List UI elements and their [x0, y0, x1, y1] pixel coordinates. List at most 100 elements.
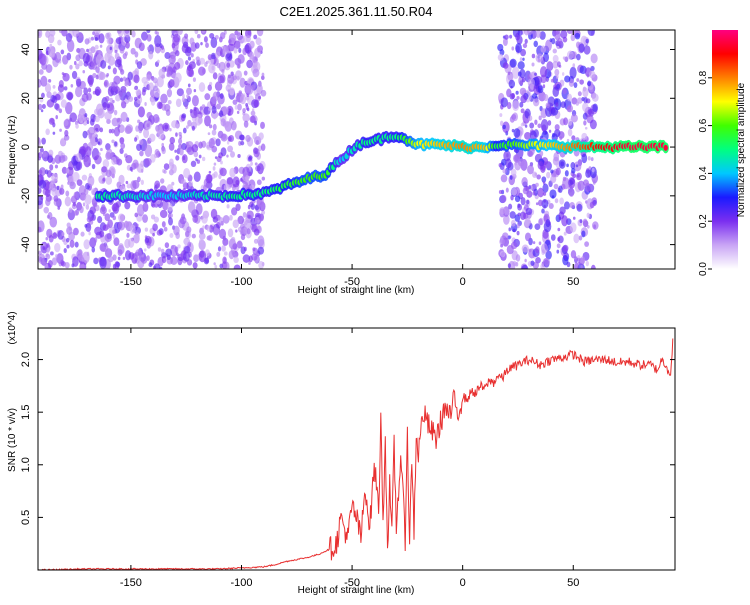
- spectrogram-cell: [509, 175, 513, 180]
- spectrogram-cell: [146, 123, 150, 128]
- spectrogram-cell: [524, 124, 528, 128]
- spectrogram-cell: [113, 206, 118, 212]
- spectrogram-cell: [66, 244, 70, 249]
- spectrogram-cell: [144, 157, 152, 167]
- spectrogram-cell: [500, 97, 509, 108]
- spectrogram-cell: [238, 47, 242, 54]
- spectrogram-cell: [178, 138, 183, 145]
- spectrogram-cell: [65, 168, 70, 174]
- spectrogram-cell: [556, 249, 560, 254]
- spectrogram-cell: [199, 57, 206, 65]
- spectrogram-cell: [76, 179, 83, 187]
- spectrogram-cell: [532, 241, 536, 245]
- spectrogram-cell: [111, 81, 118, 92]
- spectrogram-cell: [71, 70, 78, 80]
- spectrogram-cell: [241, 35, 248, 43]
- spectrogram-cell: [210, 37, 218, 49]
- spectrogram-cell: [550, 234, 556, 241]
- spectrogram-y-tick-label: -40: [20, 237, 32, 253]
- spectrogram-cell: [152, 233, 155, 237]
- spectrogram-cell: [552, 54, 559, 63]
- spectrogram-cell: [178, 143, 183, 150]
- spectrogram-x-label: Height of straight line (km): [298, 285, 415, 296]
- spectrogram-cell: [253, 148, 260, 158]
- spectrogram-cell: [117, 221, 126, 231]
- spectrogram-cell: [99, 256, 107, 269]
- spectrogram-cell: [568, 187, 575, 197]
- spectrogram-cell: [214, 51, 221, 58]
- spectrogram-cell: [38, 69, 44, 75]
- spectrogram-cell: [524, 131, 531, 140]
- spectrogram-cell: [79, 264, 85, 269]
- spectrogram-cell: [592, 103, 598, 113]
- spectrogram-cell: [545, 250, 552, 260]
- spectrogram-cell: [583, 96, 588, 104]
- spectrogram-cell: [185, 60, 189, 66]
- spectrogram-cell: [138, 139, 144, 146]
- spectrogram-cell: [69, 181, 76, 190]
- spectrogram-cell: [245, 175, 249, 182]
- spectrogram-cell: [82, 130, 88, 139]
- spectrogram-cell: [198, 238, 204, 244]
- spectrogram-cell: [502, 168, 507, 174]
- spectrogram-cell: [163, 226, 168, 232]
- spectrogram-cell: [211, 129, 217, 136]
- spectrogram-cell: [537, 123, 542, 129]
- spectrogram-cell: [186, 87, 192, 95]
- spectrogram-cell: [186, 94, 190, 99]
- spectrogram-cell: [50, 251, 54, 256]
- spectrogram-cell: [102, 73, 106, 78]
- spectrogram-cell: [576, 172, 582, 181]
- spectrogram-cell: [228, 39, 232, 44]
- spectrogram-cell: [212, 123, 217, 131]
- spectrogram-cell: [180, 178, 186, 185]
- spectrogram-cell: [512, 261, 517, 267]
- spectrogram-y-tick-label: 0: [20, 144, 32, 150]
- spectrogram-cell: [114, 52, 120, 60]
- spectrogram-cell: [161, 221, 166, 228]
- spectrogram-cell: [51, 257, 58, 266]
- spectrogram-cell: [572, 216, 576, 220]
- spectrogram-x-tick-label: -50: [344, 276, 360, 288]
- spectrogram-cell: [535, 182, 539, 187]
- spectrogram-cell: [538, 218, 543, 226]
- spectrogram-cell: [42, 259, 47, 265]
- spectrogram-cell: [171, 55, 176, 63]
- spectrogram-cell: [134, 249, 143, 260]
- spectrogram-cell: [587, 156, 591, 161]
- spectrogram-y-tick-label: -20: [20, 188, 32, 204]
- spectrogram-cell: [549, 189, 557, 199]
- spectrogram-cell: [517, 203, 523, 211]
- snr-panel: -150 -100 -50 0 50 0.5 1.0 1.5 2.0 Height of st…: [7, 311, 676, 596]
- spectrogram-cell: [519, 68, 526, 79]
- spectrogram-cell: [81, 174, 88, 181]
- spectrogram-cell: [135, 223, 139, 228]
- spectrogram-cell: [198, 141, 203, 149]
- spectrogram-cell: [221, 106, 229, 116]
- spectrogram-cell: [254, 120, 258, 126]
- spectrogram-cell: [60, 137, 66, 146]
- spectrogram-cell: [532, 98, 540, 107]
- spectrogram-cell: [257, 235, 265, 247]
- spectrogram-cell: [235, 229, 238, 233]
- spectrogram-cell: [99, 44, 103, 48]
- snr-line: [38, 338, 674, 570]
- spectrogram-cell: [511, 219, 516, 227]
- spectrogram-cell: [516, 230, 520, 236]
- spectrogram-cell: [62, 72, 70, 82]
- spectrogram-cell: [198, 82, 206, 93]
- spectrogram-cell: [105, 74, 109, 78]
- spectrogram-cell: [195, 158, 198, 162]
- spectrogram-cell: [222, 214, 230, 224]
- spectrogram-cell: [55, 254, 58, 259]
- spectrogram-cell: [51, 187, 58, 197]
- spectrogram-cell: [173, 225, 180, 236]
- spectrogram-cell: [563, 117, 569, 126]
- spectrogram-cell: [133, 96, 138, 101]
- spectrogram-cell: [584, 241, 590, 247]
- spectrogram-cell: [547, 120, 552, 126]
- spectrogram-cell: [581, 153, 588, 164]
- spectrogram-y-tick-label: 40: [20, 43, 32, 55]
- spectrogram-cell: [542, 84, 546, 89]
- spectrogram-cell: [48, 46, 55, 58]
